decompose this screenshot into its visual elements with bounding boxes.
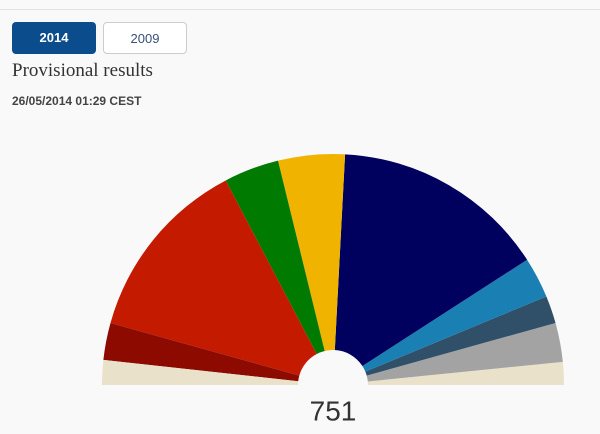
seat-segment (103, 322, 300, 382)
timestamp: 26/05/2014 01:29 CEST (12, 94, 142, 108)
total-seats: 751 (310, 395, 357, 426)
tab-2014[interactable]: 2014 (12, 22, 96, 54)
seat-segment (367, 361, 564, 385)
tab-2009[interactable]: 2009 (103, 22, 187, 54)
seat-segment (334, 154, 528, 367)
divider (0, 9, 600, 10)
seat-segment (225, 160, 325, 355)
seat-segment (362, 259, 547, 372)
seat-segment (366, 322, 563, 382)
title: Provisional results (12, 60, 153, 81)
seat-segment (277, 154, 346, 352)
seat-segment (110, 180, 317, 376)
seat-segment (365, 296, 556, 376)
seat-segment (102, 359, 299, 385)
